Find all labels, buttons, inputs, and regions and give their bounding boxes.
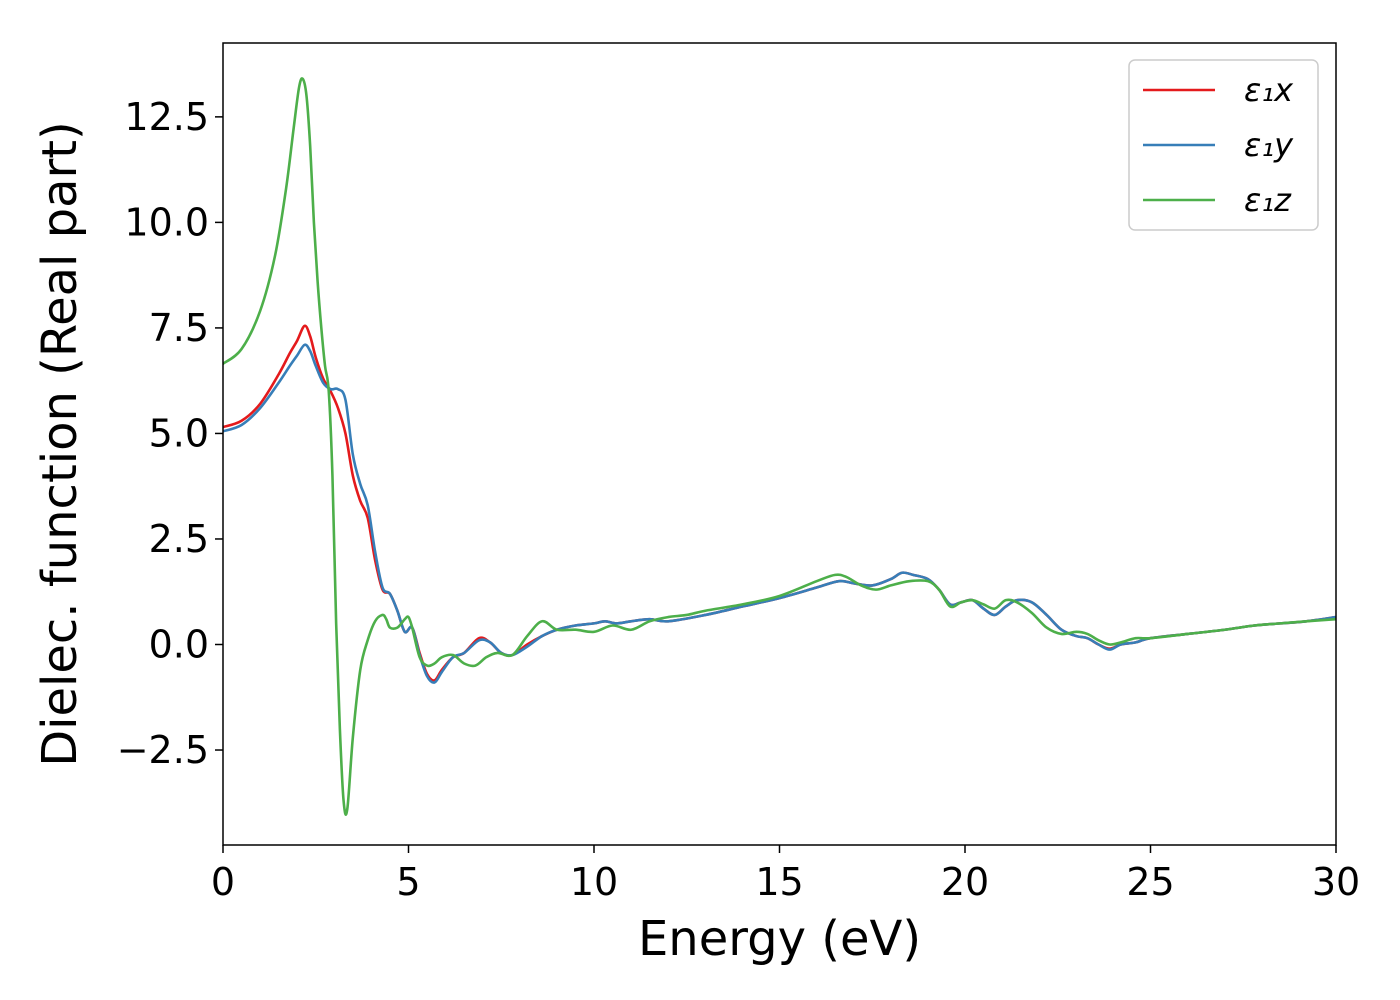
y-tick-label-2: 2.5 [149,517,209,561]
ticks-layer: 0 5 10 15 20 25 30 −2.5 0.0 2.5 5.0 7.5 10.0 12.5 [117,95,1360,904]
legend-label-1: ε₁x [1244,71,1294,109]
y-tick-label-3: 5.0 [149,411,209,455]
series-line-3 [223,77,1336,816]
x-tick-label-0: 0 [211,860,235,904]
legend-label-2: ε₁y [1244,126,1294,164]
x-tick-label-1: 5 [396,860,420,904]
legend-box [1128,59,1319,231]
legend-label-3: ε₁z [1244,181,1292,219]
y-tick-label-4: 7.5 [149,306,209,350]
y-tick-label-5: 10.0 [124,200,209,244]
series-line-2 [223,343,1336,684]
x-tick-label-5: 25 [1126,860,1174,904]
y-tick-label-1: 0.0 [149,623,209,667]
y-tick-label-0: −2.5 [117,728,209,772]
y-tick-label-6: 12.5 [124,95,209,139]
y-axis-title: Dielec. function (Real part) [32,121,88,767]
series-layer [223,77,1336,816]
x-tick-label-2: 10 [570,860,618,904]
legend: ε₁x ε₁y ε₁z [1128,59,1319,231]
legend-entries: ε₁x ε₁y ε₁z [1143,71,1294,219]
x-tick-label-4: 20 [941,860,989,904]
x-tick-label-6: 30 [1312,860,1360,904]
x-tick-label-3: 15 [755,860,803,904]
x-axis-title: Energy (eV) [638,911,921,967]
